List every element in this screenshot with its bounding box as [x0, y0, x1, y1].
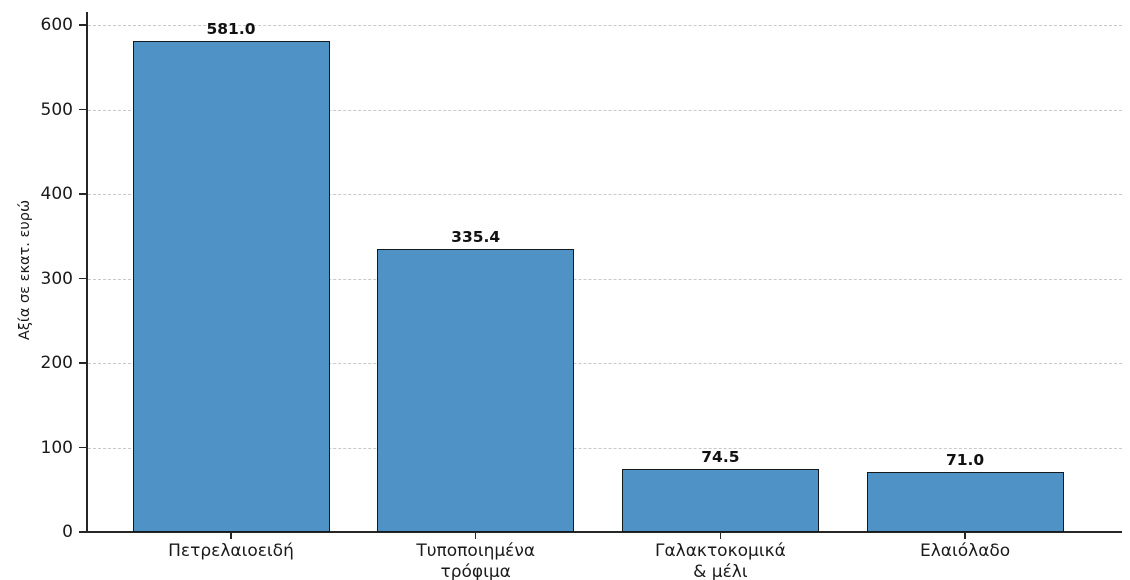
y-tick-mark — [79, 362, 86, 364]
y-tick-mark — [79, 24, 86, 26]
bar — [377, 248, 575, 532]
x-tick-mark — [964, 532, 966, 539]
gridline — [88, 194, 1122, 195]
bar — [132, 41, 330, 532]
y-tick-label: 500 — [40, 99, 73, 120]
bar-value-label: 335.4 — [451, 227, 501, 246]
x-tick-mark — [230, 532, 232, 539]
x-tick-label: Τυποποιημένα τρόφιμα — [416, 541, 536, 580]
y-tick-mark — [79, 193, 86, 195]
x-tick-label: Πετρελαιοειδή — [168, 541, 294, 561]
gridline — [88, 447, 1122, 449]
bar — [621, 469, 819, 532]
bar-value-label: 71.0 — [945, 451, 985, 469]
y-tick-label: 600 — [40, 15, 73, 35]
gridline — [88, 109, 1122, 111]
bar-value-label: 581.0 — [206, 20, 256, 39]
y-tick-label: 100 — [40, 437, 73, 458]
y-tick-mark — [79, 446, 86, 449]
bar-value-label: 74.5 — [701, 448, 740, 467]
x-axis-spine — [86, 531, 1122, 533]
gridline — [88, 363, 1122, 364]
x-tick-label: Ελαιόλαδο — [919, 541, 1011, 561]
y-tick-label: 200 — [40, 353, 73, 373]
y-tick-mark — [79, 108, 86, 111]
y-tick-mark — [79, 277, 86, 280]
x-tick-mark — [719, 532, 722, 539]
y-tick-label: 0 — [62, 522, 73, 542]
bar — [866, 472, 1064, 532]
y-tick-mark — [79, 531, 86, 533]
x-tick-label: Γαλακτοκομικά & μέλι — [654, 541, 786, 580]
gridline — [88, 25, 1122, 26]
y-axis-spine — [86, 12, 88, 532]
x-tick-mark — [474, 532, 477, 539]
gridline — [88, 278, 1122, 280]
y-tick-label: 400 — [40, 184, 73, 204]
y-tick-label: 300 — [40, 268, 73, 289]
